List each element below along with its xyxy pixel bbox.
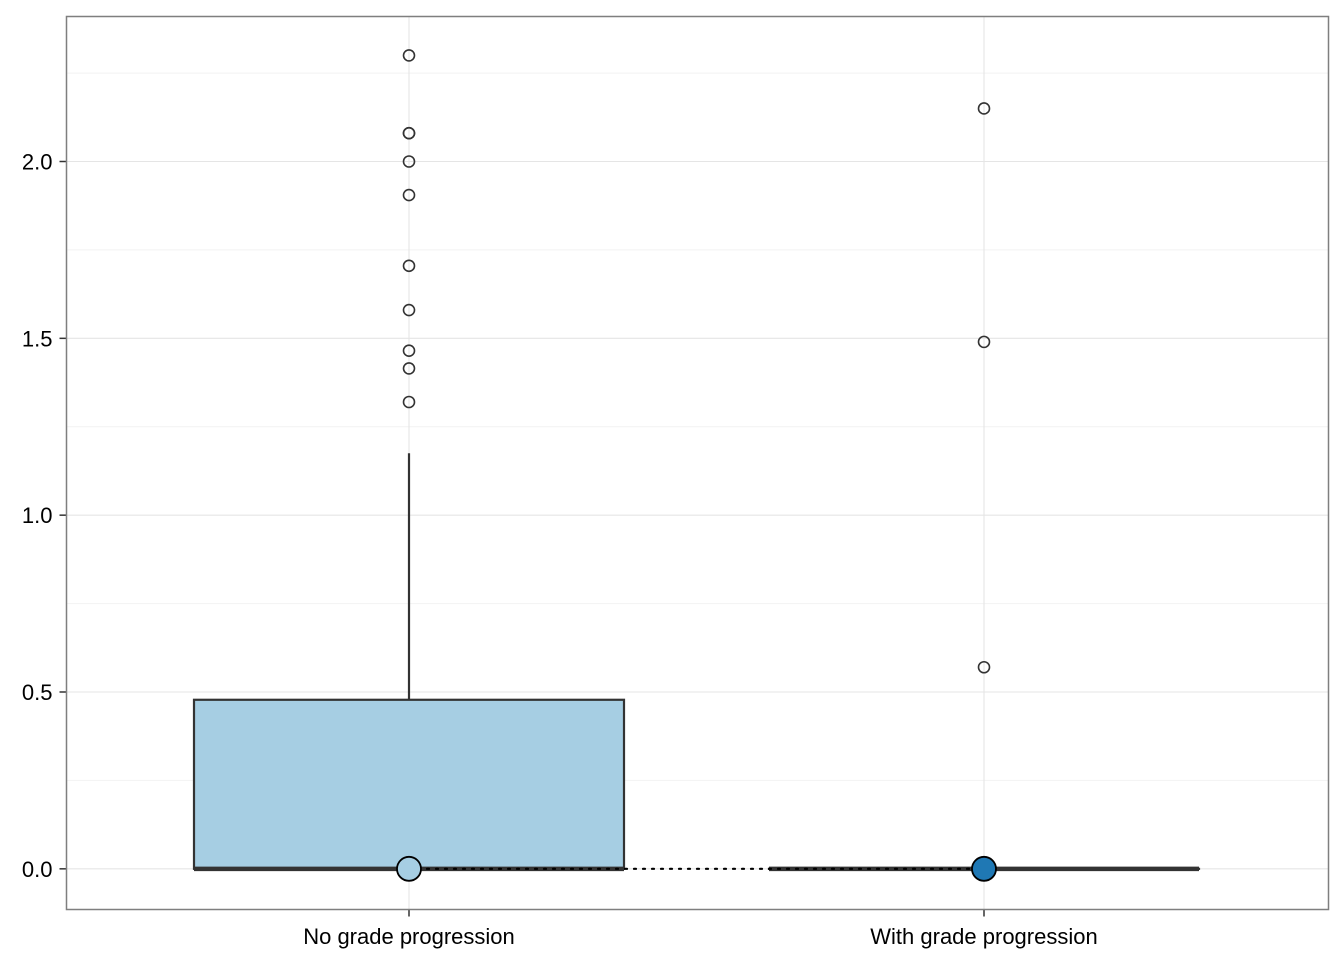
x-tick-label: With grade progression: [870, 924, 1097, 949]
means: [396, 855, 997, 882]
outlier-point: [402, 188, 416, 202]
outliers: [402, 49, 991, 674]
x-axis: No grade progression With grade progressi…: [303, 909, 1098, 949]
plot-border: [65, 15, 1330, 911]
outlier-point: [402, 362, 416, 375]
box: [192, 698, 626, 870]
grid-minor: [66, 72, 1329, 781]
outlier-point: [402, 49, 416, 62]
mean-marker: [396, 855, 422, 882]
outlier-point: [402, 344, 416, 358]
outlier-point: [977, 660, 991, 674]
y-tick-label: 1.5: [22, 326, 53, 351]
outlier-point: [402, 126, 416, 140]
y-tick-label: 0.5: [22, 680, 53, 705]
y-axis: 0.0 0.5 1.0 1.5 2.0: [22, 150, 67, 882]
y-tick-label: 2.0: [22, 150, 53, 175]
y-tick-label: 1.0: [22, 503, 53, 528]
outlier-point: [402, 155, 416, 168]
outlier-point: [402, 395, 416, 409]
y-tick-label: 0.0: [22, 857, 53, 882]
outlier-point: [402, 303, 416, 317]
x-tick-label: No grade progression: [303, 924, 515, 949]
boxes: [192, 453, 1201, 872]
outlier-point: [977, 102, 991, 115]
outlier-point: [977, 335, 991, 349]
outlier-point: [402, 259, 416, 273]
mean-marker: [971, 855, 997, 882]
